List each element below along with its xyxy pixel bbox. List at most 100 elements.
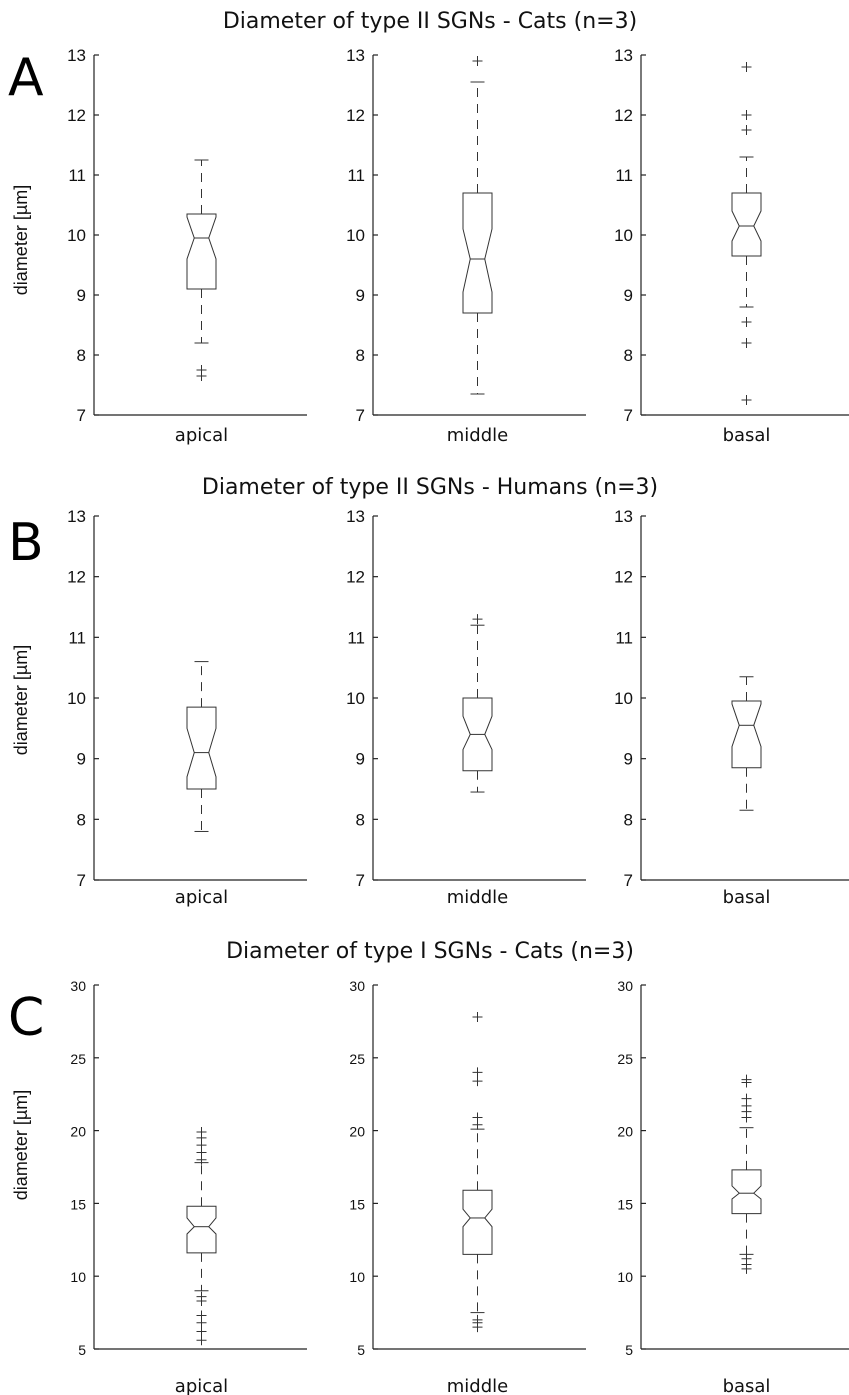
outlier-marker (741, 338, 752, 348)
y-tick-label: 12 (614, 106, 633, 125)
y-tick-label: 9 (77, 286, 86, 305)
y-tick-label: 5 (357, 1342, 365, 1358)
y-tick-label: 12 (614, 568, 633, 587)
category-label: basal (723, 1376, 771, 1395)
outlier-marker (741, 1074, 752, 1085)
outlier-marker (741, 125, 752, 135)
y-tick-label: 5 (625, 1342, 633, 1358)
panel-letter: B (8, 513, 44, 573)
y-tick-label: 7 (356, 871, 365, 890)
y-tick-label: 9 (356, 750, 365, 769)
outlier-marker (196, 365, 207, 375)
outlier-marker (472, 1067, 483, 1078)
y-tick-label: 10 (346, 226, 365, 245)
y-tick-label: 12 (346, 106, 365, 125)
outlier-marker (741, 1093, 752, 1104)
box-basal (731, 1169, 762, 1215)
panel-title: Diameter of type II SGNs - Cats (n=3) (223, 9, 637, 34)
outlier-marker (196, 1326, 207, 1337)
y-axis-label: diameter [µm] (11, 185, 31, 295)
y-tick-label: 7 (624, 871, 633, 890)
y-tick-label: 20 (349, 1124, 365, 1140)
outlier-marker (741, 62, 752, 72)
category-label: basal (723, 425, 771, 446)
outlier-marker (472, 1012, 483, 1023)
outlier-marker (472, 614, 483, 625)
outlier-marker (196, 1335, 207, 1346)
outlier-marker (472, 1314, 483, 1325)
y-tick-label: 10 (349, 1269, 365, 1285)
box-middle (462, 192, 493, 314)
y-axis-label: diameter [µm] (11, 1090, 31, 1200)
y-tick-label: 8 (624, 810, 633, 829)
y-tick-label: 8 (356, 346, 365, 365)
outlier-marker (741, 110, 752, 120)
category-label: basal (723, 887, 771, 908)
outlier-marker (472, 1076, 483, 1087)
y-tick-label: 10 (346, 689, 365, 708)
y-tick-label: 30 (617, 978, 633, 994)
category-label: apical (175, 1376, 228, 1395)
y-tick-label: 13 (67, 46, 86, 65)
y-tick-label: 10 (614, 689, 633, 708)
y-tick-label: 12 (67, 106, 86, 125)
panel-letter: A (8, 48, 44, 108)
category-label: apical (175, 887, 228, 908)
y-tick-label: 30 (349, 978, 365, 994)
panel-title: Diameter of type I SGNs - Cats (n=3) (226, 939, 634, 964)
y-tick-label: 8 (77, 810, 86, 829)
y-tick-label: 15 (70, 1196, 86, 1212)
y-tick-label: 13 (614, 46, 633, 65)
y-tick-label: 13 (614, 507, 633, 526)
outlier-marker (472, 1112, 483, 1123)
y-tick-label: 8 (77, 346, 86, 365)
y-tick-label: 7 (77, 871, 86, 890)
y-tick-label: 20 (70, 1124, 86, 1140)
y-tick-label: 13 (67, 507, 86, 526)
y-tick-label: 12 (346, 568, 365, 587)
y-tick-label: 25 (70, 1051, 86, 1067)
panel-title: Diameter of type II SGNs - Humans (n=3) (202, 475, 658, 500)
category-label: apical (175, 425, 228, 446)
box-apical (186, 1205, 217, 1254)
y-tick-label: 7 (77, 406, 86, 425)
y-tick-label: 13 (346, 46, 365, 65)
box-middle (462, 697, 493, 772)
box-middle (462, 1189, 493, 1255)
y-tick-label: 9 (77, 750, 86, 769)
y-tick-label: 10 (67, 226, 86, 245)
y-tick-label: 11 (347, 628, 365, 647)
y-tick-label: 9 (624, 286, 633, 305)
y-tick-label: 8 (356, 810, 365, 829)
y-tick-label: 9 (356, 286, 365, 305)
y-tick-label: 8 (624, 346, 633, 365)
y-tick-label: 12 (67, 568, 86, 587)
y-tick-label: 15 (617, 1196, 633, 1212)
outlier-marker (196, 1127, 207, 1138)
outlier-marker (196, 1310, 207, 1321)
outlier-marker (741, 1253, 752, 1264)
y-tick-label: 5 (78, 1342, 86, 1358)
box-basal (731, 700, 762, 769)
outlier-marker (741, 395, 752, 405)
y-tick-label: 10 (67, 689, 86, 708)
panel-letter: C (8, 988, 44, 1048)
y-tick-label: 25 (617, 1051, 633, 1067)
y-tick-label: 11 (68, 166, 86, 185)
y-tick-label: 7 (356, 406, 365, 425)
category-label: middle (447, 887, 508, 908)
y-tick-label: 25 (349, 1051, 365, 1067)
y-tick-label: 15 (349, 1196, 365, 1212)
y-tick-label: 7 (624, 406, 633, 425)
y-tick-label: 11 (615, 628, 633, 647)
outlier-marker (741, 317, 752, 327)
y-tick-label: 30 (70, 978, 86, 994)
box-basal (731, 192, 762, 257)
outlier-marker (196, 1291, 207, 1302)
y-tick-label: 10 (617, 1269, 633, 1285)
box-apical (186, 706, 217, 790)
box-apical (186, 213, 217, 290)
y-tick-label: 10 (70, 1269, 86, 1285)
y-tick-label: 10 (614, 226, 633, 245)
